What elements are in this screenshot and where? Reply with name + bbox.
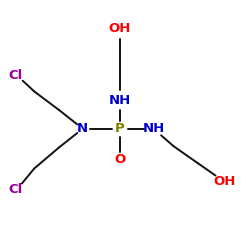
- Text: Cl: Cl: [8, 183, 22, 196]
- Text: P: P: [115, 122, 125, 135]
- Text: NH: NH: [109, 94, 131, 107]
- Text: OH: OH: [213, 175, 236, 188]
- Text: Cl: Cl: [8, 69, 22, 82]
- Text: N: N: [77, 122, 88, 135]
- Text: O: O: [114, 153, 126, 166]
- Text: NH: NH: [142, 122, 165, 135]
- Text: OH: OH: [109, 22, 131, 35]
